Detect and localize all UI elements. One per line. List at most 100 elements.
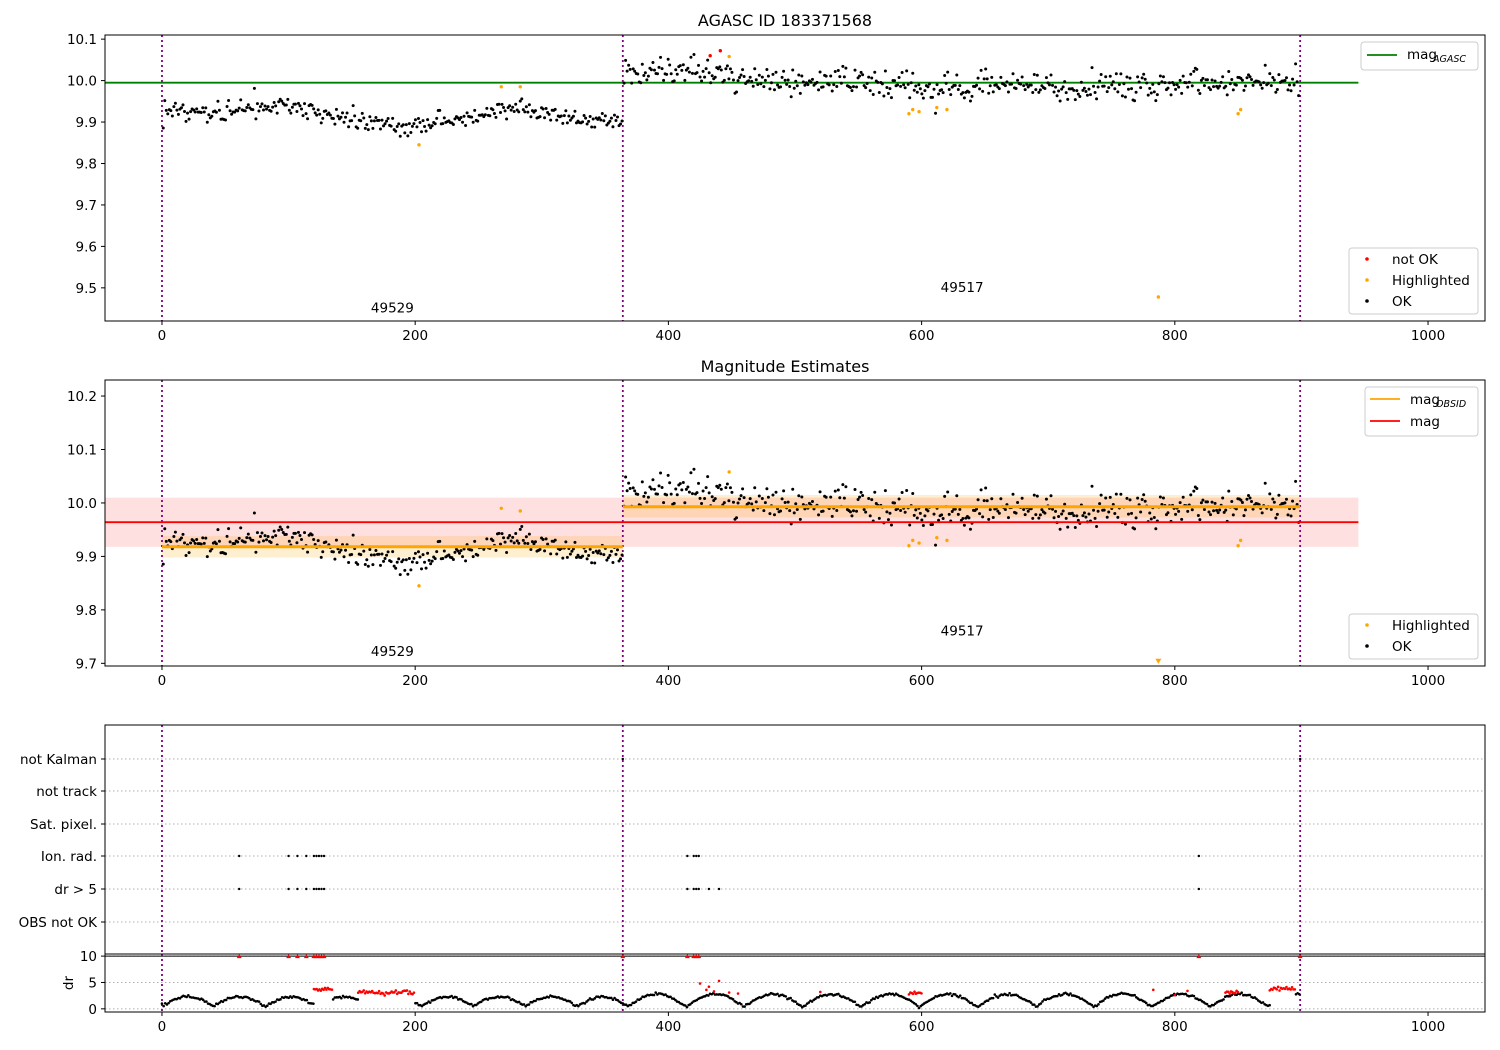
mag-ok-point [1198,92,1202,96]
est-ok-point [193,541,197,545]
est-ok-point [584,549,588,553]
est-ok-point [1215,508,1219,512]
mag-ok-point [412,122,416,126]
est-ok-point [164,539,168,543]
est-highlighted-point [518,509,522,513]
mag-ok-point [324,109,328,113]
mag-ok-point [386,117,390,121]
est-ok-point [990,497,994,501]
mag-ok-point [1201,76,1205,80]
est-ok-point [482,547,486,551]
mag-ok-point [861,73,865,77]
mag-ok-point [1210,78,1214,82]
mag-ok-point [769,81,773,85]
dr-flagged-point [322,988,325,992]
mag-ok-point [754,78,758,82]
mag-ok-point [835,84,839,88]
est-highlighted-clipped-marker [1155,658,1162,664]
mag-ok-point [876,80,880,84]
mag-ok-point [719,68,723,72]
mag-ok-point [1093,91,1097,95]
mag-ok-point [1006,90,1010,94]
est-ok-point [1274,516,1278,520]
mag-ok-point [851,85,855,89]
dr-ok-point [1240,991,1243,995]
mag-ok-point [318,112,322,116]
mag-ok-point [169,109,173,113]
mag-ok-point [164,108,168,112]
est-ok-point [262,539,266,543]
mag-ok-point [1054,85,1058,89]
est-ok-point [395,560,399,564]
dr-flagged-point [1278,989,1281,992]
mag-ok-point [686,66,690,70]
est-ok-point [515,539,519,543]
mag-ok-point [753,67,757,71]
mag-ok-point [453,117,457,121]
mag-ok-point [786,78,790,82]
mag-ok-point [1242,88,1246,92]
est-ok-point [961,516,965,520]
dr-ok-point [1297,992,1301,996]
est-legend-label: mag [1410,414,1440,430]
mag-ok-point [401,123,405,127]
mag-ok-point [944,81,948,85]
est-ok-point [609,549,613,553]
mag-ok-point [795,84,799,88]
mag-ok-point [202,110,206,114]
flag-point [695,887,698,891]
est-ok-point [205,555,209,559]
est-ok-point [1081,514,1085,518]
mag-ok-point [1025,82,1029,86]
est-ok-point [518,527,522,531]
est-ok-point [747,501,751,505]
dr-ok-point [1095,1004,1099,1008]
dr-ok-point [1205,1002,1209,1006]
mag-ok-point [982,77,986,81]
dr-ok-point [876,996,880,1000]
mag-legend-subscript: AGASC [1432,54,1466,65]
mag-ok-point [187,117,191,121]
est-ok-point [574,556,578,560]
dr-ok-point [1102,999,1105,1002]
dr-ok-point [810,1000,814,1003]
est-y-tick-label: 10.1 [67,442,97,458]
mag-ok-point [1095,97,1099,101]
est-ok-point [1239,498,1243,502]
est-ok-point [1181,495,1185,499]
est-ok-point [652,487,656,491]
mag-ok-point [564,109,568,113]
mag-ok-point [547,112,551,116]
mag-ok-point [739,73,743,77]
mag-ok-point [923,89,927,93]
mag-ok-point [1228,82,1232,86]
est-ok-point [1040,508,1044,512]
mag-ok-point [499,111,503,115]
est-highlighted-point [499,506,503,510]
est-ok-point [456,549,460,553]
mag-ok-point [1294,62,1298,66]
mag-ok-point [565,121,569,125]
est-ok-point [1174,512,1178,516]
mag-ok-point [1248,75,1252,79]
est-ok-point [310,533,314,537]
mag-ok-point [800,74,804,78]
mag-ok-point [724,67,728,71]
est-ok-point [762,509,766,513]
mag-ok-point [873,70,877,74]
mag-ok-point [356,126,360,130]
dr-ok-point [611,998,615,1002]
est-ok-point [1099,493,1103,497]
est-ok-point [698,496,702,500]
est-ok-point [514,531,518,535]
mag-ok-point [175,108,179,112]
est-y-tick-label: 10.0 [67,496,97,512]
est-ok-point [161,562,165,566]
est-ok-point [420,567,424,571]
est-ok-point [369,553,373,557]
flag-row-label: Sat. pixel. [30,817,97,833]
dr-ok-point [1039,1002,1043,1005]
est-ok-point [260,531,264,535]
est-ok-point [303,531,307,535]
dr-ok-point [586,998,590,1002]
